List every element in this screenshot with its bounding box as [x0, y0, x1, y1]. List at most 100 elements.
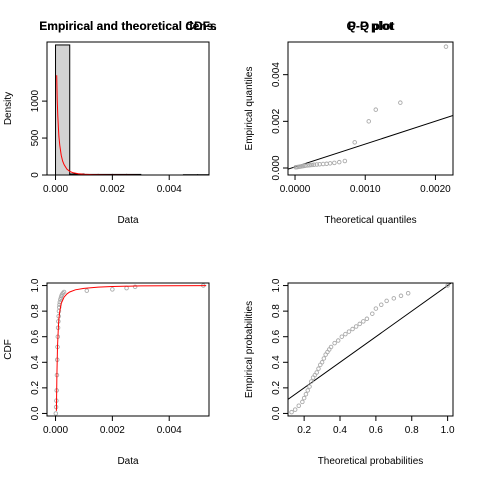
plot-frame — [46, 282, 210, 417]
x-axis-label: Data — [117, 456, 139, 467]
x-tick-label: 0.002 — [100, 425, 125, 436]
data-point — [332, 160, 337, 166]
reference-line — [288, 115, 453, 170]
data-point — [305, 163, 310, 168]
y-tick-label: 0.000 — [271, 155, 282, 180]
y-tick-label: 0.0 — [271, 406, 282, 420]
y-tick-label: 0.4 — [30, 355, 41, 369]
x-tick-label: 0.2 — [297, 425, 311, 436]
chart-title: Q-Q plot — [347, 19, 395, 33]
data-point — [398, 293, 404, 299]
y-tick-label: 0.6 — [30, 329, 41, 343]
data-point — [320, 161, 326, 167]
y-axis-label: Empirical quantiles — [244, 67, 255, 151]
data-point — [289, 409, 294, 415]
empirical-cdf-point — [56, 305, 62, 310]
data-point — [366, 119, 371, 124]
data-point — [342, 158, 348, 164]
data-point — [328, 344, 334, 350]
data-point — [373, 107, 379, 112]
x-tick-label: 0.004 — [157, 425, 182, 436]
y-tick-label: 1000 — [30, 90, 41, 113]
data-point — [357, 321, 362, 327]
chart-title: Empirical and theoretical CDFs — [39, 19, 217, 33]
y-tick-label: 500 — [30, 129, 41, 146]
y-tick-label: 0.8 — [30, 304, 41, 318]
y-tick-label: 0.6 — [271, 329, 282, 343]
empirical-cdf-point — [84, 288, 90, 293]
data-point — [311, 162, 317, 167]
y-tick-label: 1.0 — [30, 278, 41, 292]
data-point — [303, 392, 309, 397]
x-tick-label: 0.8 — [405, 425, 419, 436]
empirical-cdf-point — [110, 287, 115, 292]
x-tick-label: 0.0010 — [350, 184, 381, 195]
data-point — [373, 306, 379, 311]
data-point — [337, 159, 342, 165]
plot-frame — [287, 41, 454, 176]
x-tick-label: 0.0000 — [280, 184, 311, 195]
x-axis-label: Theoretical probabilities — [318, 456, 424, 467]
chart-title: Empirical and theoretical dens. — [39, 19, 216, 33]
data-point — [339, 334, 345, 339]
y-tick-label: 0.2 — [271, 380, 282, 394]
empirical-cdf-point — [124, 285, 129, 291]
chart-panel-2: Q-Q plot 0.0000 0.0010 0.0020 0.000 0.002 0.00… — [244, 19, 454, 226]
theoretical-cdf-curve — [55, 285, 207, 411]
data-point — [370, 311, 375, 316]
reference-line — [288, 283, 453, 400]
data-point — [324, 161, 329, 167]
data-point — [332, 340, 337, 346]
plot-content — [288, 283, 453, 415]
y-axis-label: CDF — [3, 339, 14, 360]
data-point — [319, 360, 325, 365]
data-point — [443, 44, 449, 49]
plot-frame — [287, 282, 454, 417]
data-point — [301, 395, 307, 401]
data-point — [384, 298, 389, 304]
y-tick-label: 0.2 — [30, 380, 41, 394]
data-point — [309, 379, 314, 384]
data-point — [350, 326, 355, 332]
data-point — [305, 388, 310, 393]
data-point — [391, 296, 397, 301]
data-point — [314, 370, 319, 375]
y-axis-label: Empirical probabilities — [244, 301, 255, 398]
plot-frame — [46, 41, 210, 176]
y-tick-label: 0.002 — [271, 108, 282, 133]
data-point — [314, 162, 320, 167]
data-point — [343, 331, 348, 337]
y-axis-label: Density — [3, 92, 14, 125]
data-point — [296, 403, 302, 409]
data-point — [300, 399, 305, 405]
data-point — [353, 324, 359, 329]
x-tick-label: 0.4 — [333, 425, 347, 436]
x-tick-label: 0.000 — [43, 425, 68, 436]
data-point — [307, 384, 312, 389]
data-point — [327, 161, 333, 166]
data-point — [445, 283, 450, 288]
x-tick-label: 0.004 — [157, 184, 182, 195]
y-tick-label: 0.0 — [30, 406, 41, 420]
data-point — [307, 162, 313, 168]
x-tick-label: 0.6 — [369, 425, 383, 436]
y-tick-label: 0.4 — [271, 355, 282, 369]
data-point — [309, 162, 315, 168]
data-point — [303, 163, 308, 168]
empirical-cdf-point — [58, 297, 63, 302]
x-axis-label: Theoretical quantiles — [324, 215, 416, 226]
x-tick-label: 0.000 — [43, 184, 68, 195]
x-tick-label: 0.0020 — [420, 184, 451, 195]
y-tick-label: 0.004 — [271, 62, 282, 87]
chart-panel-3: Empirical and theoretical CDFs 0.000 0.002… — [3, 19, 217, 467]
x-tick-label: 0.002 — [100, 184, 125, 195]
data-point — [316, 366, 321, 371]
data-point — [335, 338, 341, 343]
y-tick-label: 0.8 — [271, 304, 282, 318]
empirical-cdf-point — [132, 284, 138, 290]
y-tick-label: 0 — [30, 172, 41, 178]
empirical-cdf-point — [61, 289, 67, 295]
data-point — [364, 316, 370, 322]
data-point — [346, 329, 352, 334]
